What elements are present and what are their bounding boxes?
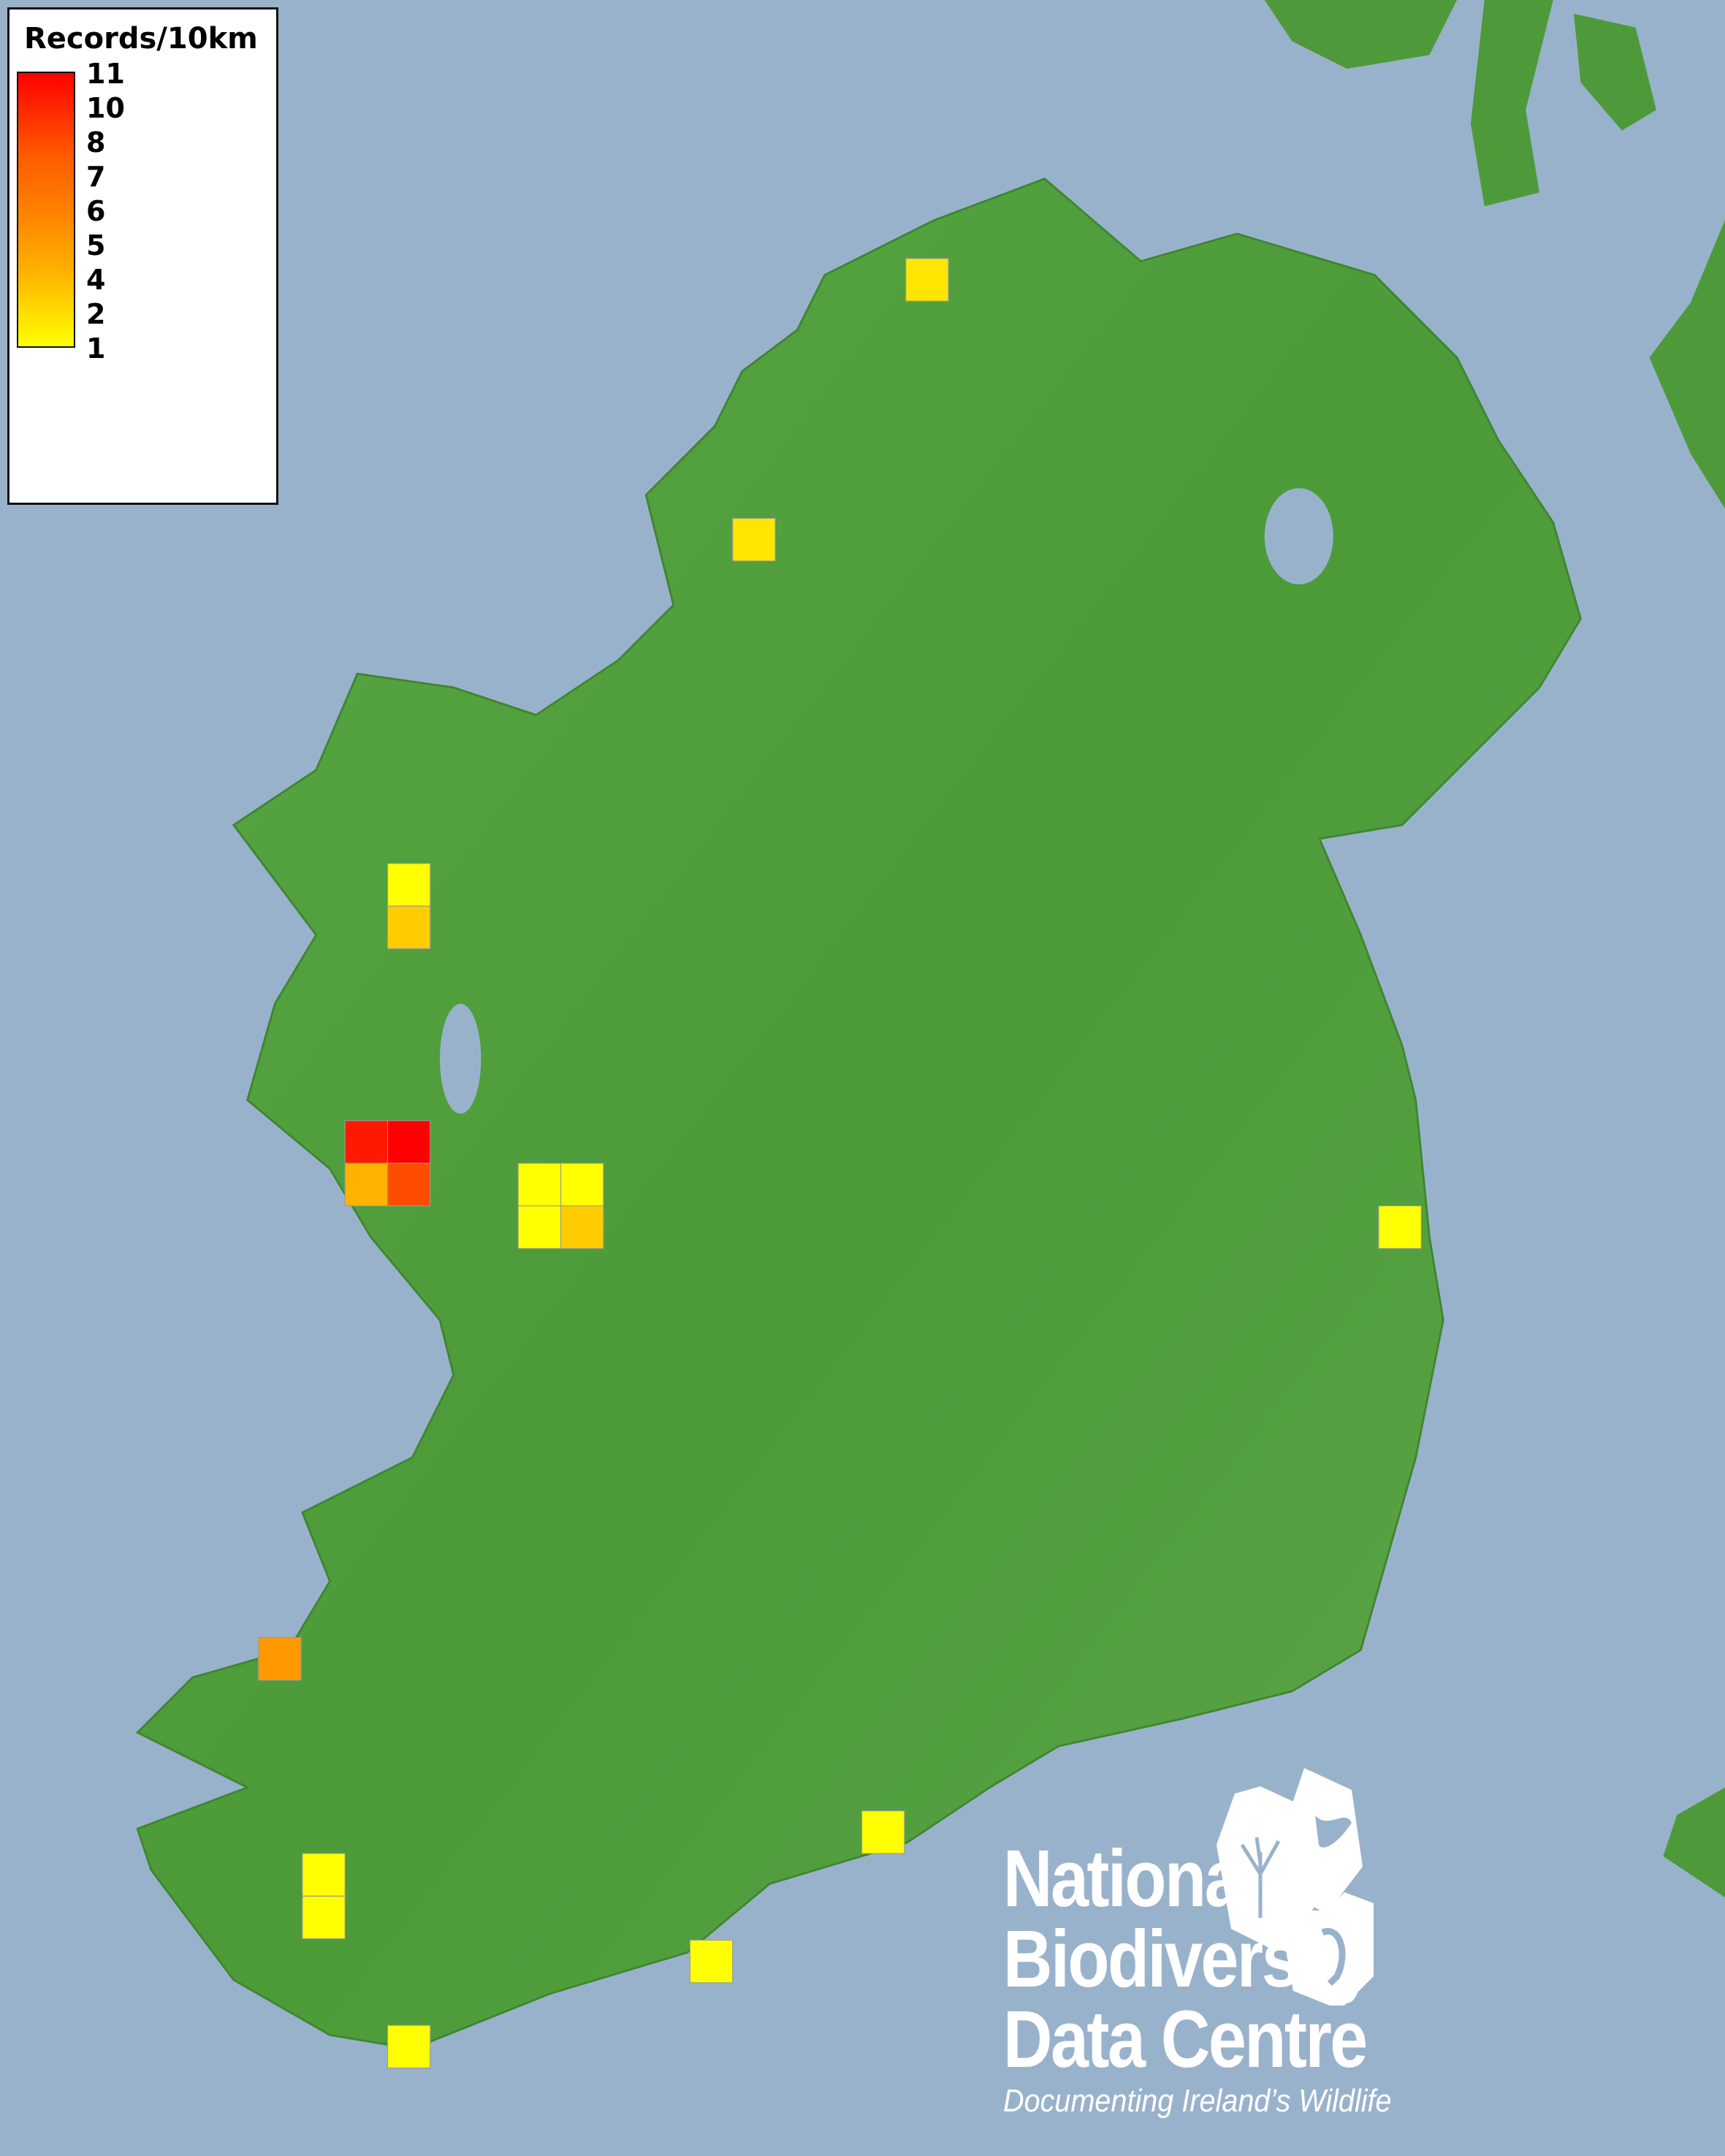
record-square-10km: [517, 1162, 562, 1207]
record-square-10km: [386, 905, 431, 950]
legend-label: 1: [86, 332, 106, 365]
record-square-10km: [560, 1205, 604, 1249]
lough-corrib: [440, 1003, 481, 1114]
legend-label: 6: [86, 195, 106, 227]
legend-label: 8: [86, 126, 106, 159]
record-square-10km: [689, 1939, 734, 1984]
legend-color-bar: [17, 72, 75, 348]
legend-label: 5: [86, 229, 106, 262]
seahorse-icon: [1321, 1927, 1346, 1987]
record-square-10km: [344, 1162, 389, 1207]
record-square-10km: [560, 1162, 604, 1207]
record-square-10km: [1378, 1205, 1422, 1249]
butterfly-icon: [1315, 1816, 1352, 1848]
legend-title: Records/10km: [24, 22, 258, 56]
record-square-10km: [302, 1895, 346, 1940]
record-square-10km: [386, 2024, 431, 2069]
record-square-10km: [732, 517, 776, 562]
legend-label: 4: [86, 264, 106, 296]
record-square-10km: [861, 1810, 905, 1854]
record-square-10km: [386, 863, 431, 907]
logo-line-data-centre: Data Centre: [1003, 1995, 1368, 2084]
record-squares: [258, 258, 1422, 2069]
lough-neagh: [1264, 488, 1333, 584]
logo-line-national: National: [1003, 1834, 1260, 1924]
tree-icon: [1240, 1837, 1281, 1918]
record-square-10km: [258, 1637, 302, 1681]
legend-label: 2: [86, 298, 106, 330]
legend-label: 10: [86, 92, 125, 124]
ireland-landmass: [135, 178, 1582, 2050]
record-square-10km: [905, 258, 949, 302]
record-square-10km: [302, 1853, 346, 1897]
record-square-10km: [386, 1120, 431, 1164]
record-square-10km: [386, 1162, 431, 1207]
record-square-10km: [517, 1205, 562, 1249]
seahorse-hexagon-icon: [1279, 1892, 1374, 2005]
legend-label: 7: [86, 161, 106, 193]
logo-tagline: Documenting Ireland’s Wildlife: [1003, 2083, 1392, 2119]
record-square-10km: [344, 1120, 389, 1164]
legend-label: 11: [86, 58, 125, 90]
legend: Records/10km 11 10 8 7 6 5 4 2 1: [7, 7, 278, 505]
logo-hexagons-icon: [1216, 1768, 1374, 2005]
